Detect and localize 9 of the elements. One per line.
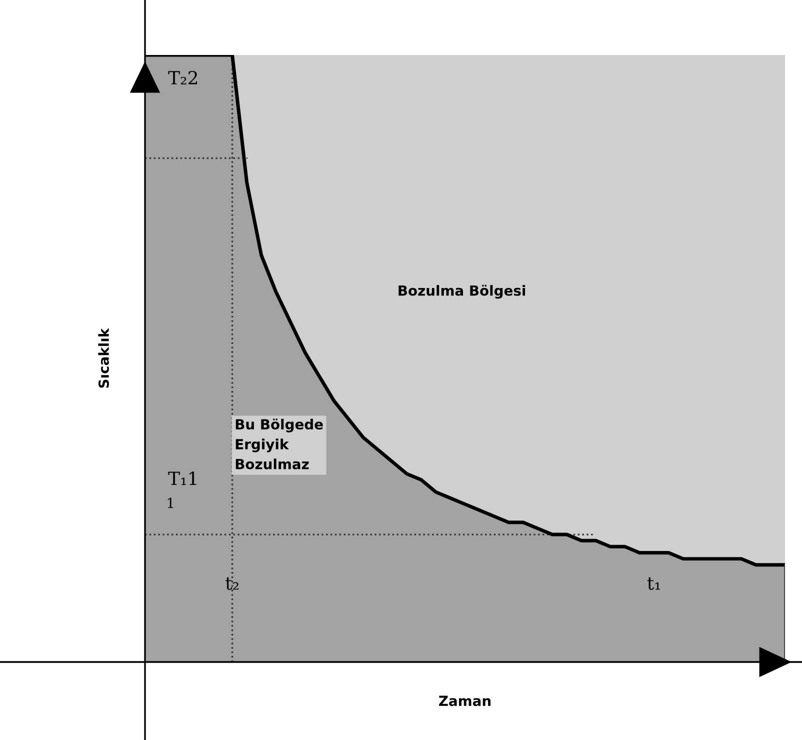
y-axis-title: Sıcaklık [98, 328, 109, 388]
annotation: T₁1 [168, 471, 196, 485]
x-tick-label: t₁ [647, 577, 660, 590]
annotation: Bu Bölgede Ergiyik Bozulmaz [236, 418, 323, 470]
x-axis-title: Zaman [439, 696, 490, 706]
annotation: Bozulma Bölgesi [398, 284, 526, 299]
x-tick-label: t₂ [226, 577, 238, 590]
annotation: T₂2 [168, 70, 198, 84]
annotation: 1 [168, 498, 174, 508]
